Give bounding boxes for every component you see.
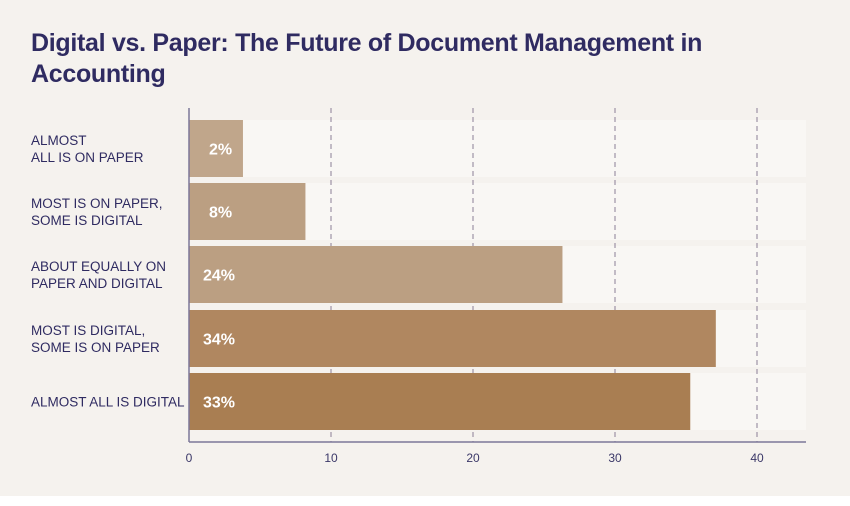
bar — [189, 310, 716, 367]
chart-title: Digital vs. Paper: The Future of Documen… — [31, 29, 703, 88]
x-tick-label: 30 — [608, 451, 622, 465]
bar-value-label: 8% — [209, 205, 232, 222]
x-tick-label: 20 — [466, 451, 480, 465]
category-label: ALMOST — [31, 133, 87, 148]
bar-track — [189, 120, 806, 177]
bar — [189, 120, 243, 177]
category-label: PAPER AND DIGITAL — [31, 276, 163, 291]
category-label: ABOUT EQUALLY ON — [31, 259, 166, 274]
x-tick-label: 40 — [750, 451, 764, 465]
category-label: MOST IS DIGITAL, — [31, 323, 145, 338]
category-label: ALMOST ALL IS DIGITAL — [31, 395, 185, 410]
bar — [189, 183, 306, 240]
bar — [189, 246, 563, 303]
bar-value-label: 24% — [203, 268, 235, 285]
bar-value-label: 34% — [203, 332, 235, 349]
category-label: ALL IS ON PAPER — [31, 150, 144, 165]
bar-value-label: 2% — [209, 142, 232, 159]
bar-value-label: 33% — [203, 395, 235, 412]
x-tick-label: 10 — [324, 451, 338, 465]
x-tick-label: 0 — [186, 451, 193, 465]
category-label: SOME IS ON PAPER — [31, 340, 160, 355]
bar — [189, 373, 691, 430]
category-label: SOME IS DIGITAL — [31, 213, 143, 228]
category-label: MOST IS ON PAPER, — [31, 196, 163, 211]
